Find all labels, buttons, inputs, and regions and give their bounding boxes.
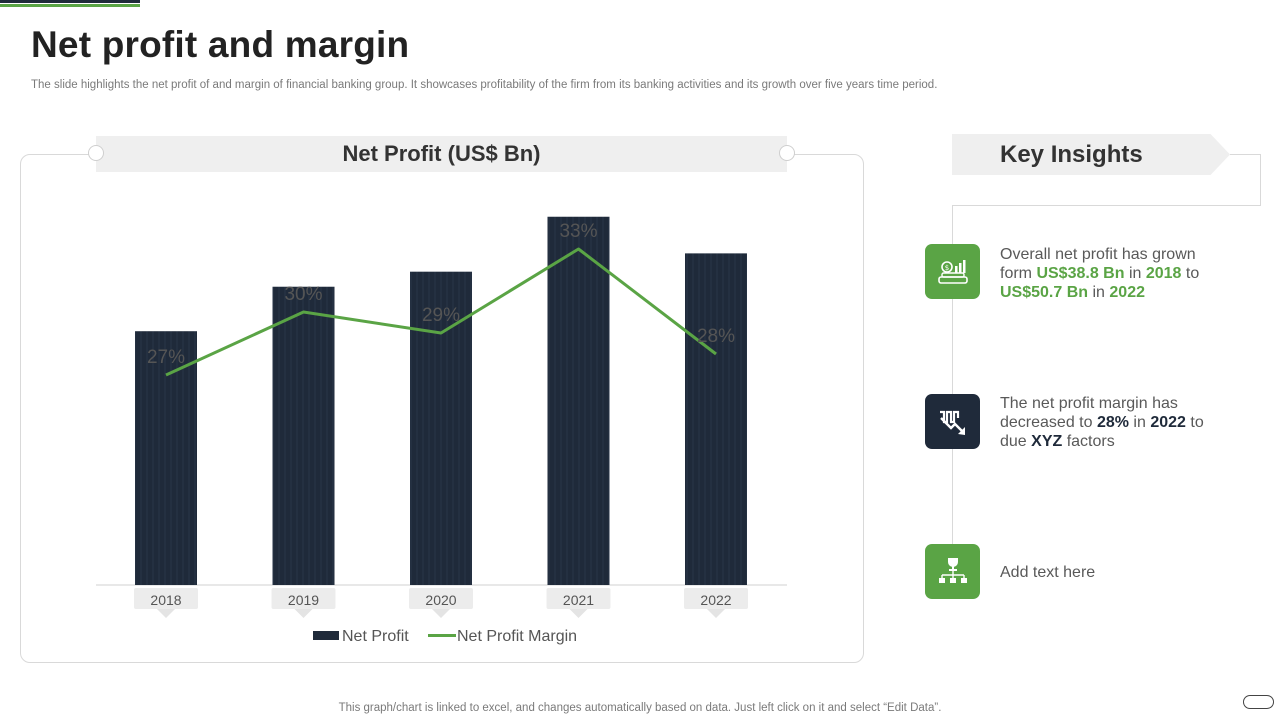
x-tick-tab-2019 xyxy=(271,588,336,609)
x-tick-pointer-2020 xyxy=(432,609,450,618)
x-tick-label-2018: 2018 xyxy=(150,592,181,608)
margin-label-2020: 29% xyxy=(422,305,460,326)
margin-label-2019: 30% xyxy=(284,284,322,305)
bar-net-profit-2019[interactable] xyxy=(272,286,335,585)
margin-label-2022: 28% xyxy=(697,326,735,347)
insight-1-year-start: 2018 xyxy=(1145,265,1182,282)
legend-label-net-profit-margin: Net Profit Margin xyxy=(457,628,577,645)
insights-frame-line xyxy=(952,205,1261,206)
footer-note: This graph/chart is linked to excel, and… xyxy=(338,702,942,714)
insight-2-factor: XYZ xyxy=(1031,433,1063,450)
chart-title: Net Profit (US$ Bn) xyxy=(96,136,787,172)
insight-1-year-end: 2022 xyxy=(1109,284,1145,301)
net-profit-chart[interactable]: 27% 30% 29% 33% 28% 2018 2019 2020 2021 2022 Net P… xyxy=(0,0,880,680)
money-growth-icon: $ xyxy=(925,244,980,299)
x-tick-label-2019: 2019 xyxy=(288,592,319,608)
insight-text-placeholder[interactable]: Add text here xyxy=(1000,564,1096,581)
insights-title: Key Insights xyxy=(1000,141,1143,168)
decline-chart-icon xyxy=(925,394,980,449)
x-tick-tab-2021 xyxy=(546,588,611,609)
insight-1-text: Overall net profit has grown form xyxy=(1000,246,1196,282)
insight-1-value-end: US$50.7 Bn xyxy=(1000,284,1089,301)
insight-2-text: The net profit margin has decreased to xyxy=(1000,395,1178,431)
margin-label-2021: 33% xyxy=(559,221,597,242)
x-tick-label-2022: 2022 xyxy=(700,592,731,608)
chart-header-left-dot xyxy=(88,145,104,161)
insight-2-text: to due xyxy=(1000,414,1204,450)
trophy-hierarchy-icon xyxy=(925,544,980,599)
insight-1-text: to xyxy=(1181,265,1200,282)
x-tick-pointer-2018 xyxy=(157,609,175,618)
insight-2-text: in xyxy=(1128,414,1151,431)
x-tick-pointer-2019 xyxy=(294,609,313,618)
bar-net-profit-2020[interactable] xyxy=(410,271,472,585)
line-net-profit-margin[interactable] xyxy=(165,247,717,377)
page-title: Net profit and margin xyxy=(31,24,410,65)
insight-1-text: in xyxy=(1124,265,1146,282)
insights-frame-line xyxy=(1230,154,1260,155)
bar-net-profit-2022[interactable] xyxy=(685,253,747,585)
insight-1-value-start: US$38.8 Bn xyxy=(1036,265,1125,282)
x-tick-pointer-2021 xyxy=(569,609,588,618)
legend-label-net-profit: Net Profit xyxy=(342,628,409,645)
margin-label-2018: 27% xyxy=(147,347,185,368)
insight-2-margin: 28% xyxy=(1096,414,1129,431)
accent-bar-green xyxy=(0,4,140,7)
insight-1-text: in xyxy=(1088,284,1110,301)
insight-2-year: 2022 xyxy=(1150,414,1186,431)
bar-net-profit-2021[interactable] xyxy=(547,216,610,586)
x-tick-label-2021: 2021 xyxy=(563,592,594,608)
accent-bar-dark xyxy=(0,0,140,3)
insight-text-profit-growth: Overall net profit has grown form US$38.… xyxy=(1000,245,1230,302)
legend-swatch-net-profit xyxy=(313,631,339,640)
insights-frame-line xyxy=(1260,154,1261,205)
svg-text:$: $ xyxy=(944,264,948,272)
chart-header-right-dot xyxy=(779,145,795,161)
bar-net-profit-2018[interactable] xyxy=(135,331,197,585)
slide-control-pill[interactable] xyxy=(1243,695,1274,709)
insights-header-banner xyxy=(952,134,1230,175)
x-tick-tab-2018 xyxy=(134,588,198,609)
insight-2-text: factors xyxy=(1062,433,1115,450)
insights-timeline-line xyxy=(952,205,953,575)
insight-text-margin-decrease: The net profit margin has decreased to 2… xyxy=(1000,394,1230,451)
x-tick-tab-2022 xyxy=(684,588,748,609)
x-tick-pointer-2022 xyxy=(707,609,725,618)
page-subtitle: The slide highlights the net profit of a… xyxy=(31,79,938,91)
x-tick-tab-2020 xyxy=(409,588,473,609)
x-tick-label-2020: 2020 xyxy=(425,592,456,608)
